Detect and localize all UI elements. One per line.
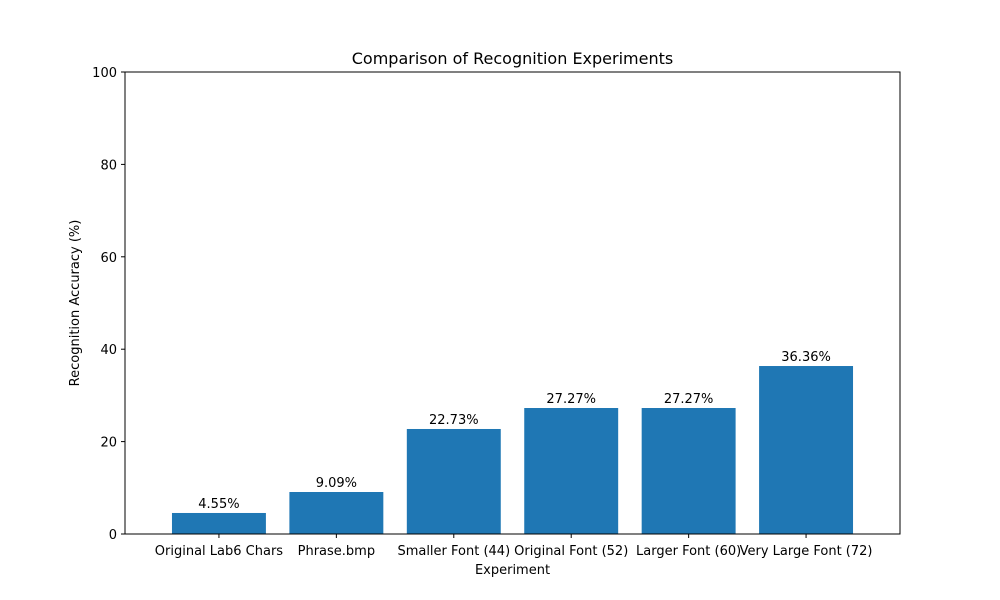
- bars-layer: [171, 366, 854, 534]
- bar-value-label: 27.27%: [546, 392, 596, 407]
- bar: [171, 512, 266, 534]
- value-labels-layer: 4.55% 9.09% 22.73% 27.27% 27.27% 36.36%: [198, 350, 831, 512]
- x-tick-label: Smaller Font (44): [397, 544, 510, 559]
- x-axis: Original Lab6 Chars Phrase.bmp Smaller Fon…: [155, 534, 873, 559]
- x-axis-label: Experiment: [475, 563, 550, 578]
- bar: [289, 492, 384, 534]
- y-tick-label: 80: [100, 158, 117, 173]
- x-tick-label: Very Large Font (72): [740, 544, 873, 559]
- x-tick-label: Phrase.bmp: [298, 544, 375, 559]
- x-tick-label: Original Font (52): [514, 544, 628, 559]
- bar-value-label: 9.09%: [316, 476, 357, 491]
- plot-frame: [124, 71, 901, 535]
- bar-value-label: 4.55%: [198, 497, 239, 512]
- bar: [759, 366, 854, 534]
- bar-value-label: 22.73%: [429, 413, 479, 428]
- y-axis: 0 20 40 60 80 100: [92, 66, 125, 543]
- y-tick-label: 0: [109, 528, 117, 543]
- y-tick-label: 100: [92, 66, 117, 81]
- x-tick-label: Larger Font (60): [636, 544, 741, 559]
- bar-value-label: 27.27%: [664, 392, 714, 407]
- chart-title: Comparison of Recognition Experiments: [352, 49, 673, 68]
- y-tick-label: 20: [100, 436, 117, 451]
- bar-value-label: 36.36%: [781, 350, 831, 365]
- y-tick-label: 60: [100, 251, 117, 266]
- bar: [641, 408, 736, 534]
- x-tick-label: Original Lab6 Chars: [155, 544, 283, 559]
- bar: [406, 428, 501, 534]
- y-axis-label: Recognition Accuracy (%): [68, 220, 83, 387]
- y-tick-label: 40: [100, 343, 117, 358]
- bar: [524, 408, 619, 534]
